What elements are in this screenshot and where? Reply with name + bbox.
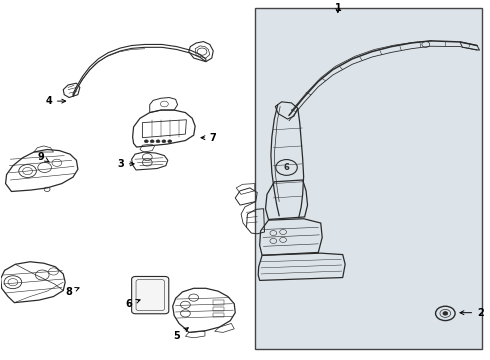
Circle shape — [443, 312, 448, 315]
Text: 6: 6 — [126, 299, 140, 309]
Text: 1: 1 — [335, 3, 341, 13]
Text: 3: 3 — [117, 159, 134, 169]
Text: 4: 4 — [45, 96, 66, 106]
Circle shape — [162, 140, 166, 143]
FancyBboxPatch shape — [132, 276, 169, 314]
Circle shape — [145, 140, 148, 143]
Bar — [255, 8, 482, 348]
Circle shape — [168, 140, 172, 143]
Circle shape — [150, 140, 154, 143]
Text: 8: 8 — [66, 287, 79, 297]
Text: 7: 7 — [201, 133, 217, 143]
Text: 5: 5 — [173, 328, 188, 341]
Text: 2: 2 — [460, 308, 484, 318]
Text: 9: 9 — [37, 152, 49, 162]
Circle shape — [156, 140, 160, 143]
Text: 6: 6 — [284, 163, 290, 172]
